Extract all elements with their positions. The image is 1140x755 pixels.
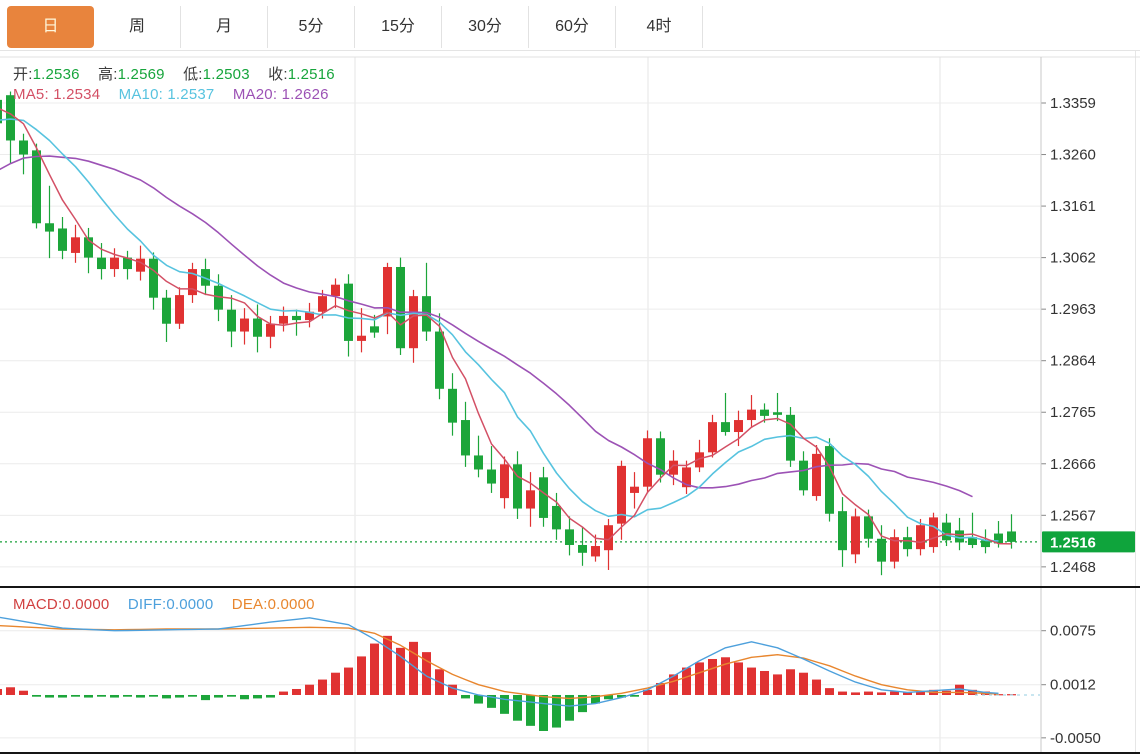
price-tick-label: 1.3359 (1050, 95, 1096, 112)
tab-60min[interactable]: 60分 (529, 6, 616, 48)
high-value: 1.2569 (117, 66, 165, 83)
macd-tick-label: 0.0012 (1050, 677, 1096, 694)
macd-info-bar: MACD:0.0000 DIFF:0.0000 DEA:0.0000 (13, 596, 329, 613)
price-tick-label: 1.2963 (1050, 301, 1096, 318)
ma-info-bar: MA5: 1.2534 MA10: 1.2537 MA20: 1.2626 (13, 86, 343, 103)
macd-tick-label: -0.0050 (1050, 730, 1101, 747)
tab-30min[interactable]: 30分 (442, 6, 529, 48)
ohlc-info-bar: 开:1.2536 高:1.2569 低:1.2503 收:1.2516 (13, 63, 349, 84)
diff-label: DIFF: (127, 596, 167, 613)
timeframe-tab-bar: 日周月 5分 15分 30分 60分 4时 (0, 0, 1140, 51)
macd-tick-label: 0.0075 (1050, 623, 1096, 640)
tab-15min[interactable]: 15分 (355, 6, 442, 48)
diff-value: 0.0000 (166, 596, 214, 613)
current-price-badge (1042, 531, 1135, 553)
price-tick-label: 1.2864 (1050, 353, 1096, 370)
price-tick-label: 1.3260 (1050, 147, 1096, 164)
ma20-value: 1.2626 (281, 86, 329, 103)
price-tick-label: 1.3062 (1050, 250, 1096, 267)
tab-day[interactable]: 日 (7, 6, 94, 48)
ma5-label: MA5: (13, 86, 49, 103)
ma20-label: MA20: (232, 86, 278, 103)
dea-value: 0.0000 (267, 596, 315, 613)
tab-5min[interactable]: 5分 (268, 6, 355, 48)
price-tick-label: 1.3161 (1050, 198, 1096, 215)
price-tick-label: 1.2468 (1050, 559, 1096, 576)
price-tick-label: 1.2666 (1050, 456, 1096, 473)
macd-label: MACD: (13, 596, 63, 613)
current-price-badge-value: 1.2516 (1050, 534, 1096, 551)
open-value: 1.2536 (32, 66, 80, 83)
high-label: 高: (98, 66, 118, 83)
main-chart-area[interactable] (0, 57, 1040, 587)
price-tick-label: 1.2765 (1050, 404, 1096, 421)
open-label: 开: (13, 66, 33, 83)
low-label: 低: (183, 66, 203, 83)
dea-label: DEA: (231, 596, 268, 613)
close-label: 收: (268, 66, 288, 83)
ma10-label: MA10: (118, 86, 164, 103)
close-value: 1.2516 (287, 66, 335, 83)
tab-month[interactable]: 月 (181, 6, 268, 48)
ma10-value: 1.2537 (167, 86, 215, 103)
ma5-value: 1.2534 (53, 86, 101, 103)
panel-right-border (1135, 0, 1136, 753)
price-tick-label: 1.2567 (1050, 507, 1096, 524)
tab-week[interactable]: 周 (94, 6, 181, 48)
macd-value: 0.0000 (62, 596, 110, 613)
low-value: 1.2503 (202, 66, 250, 83)
tab-4hour[interactable]: 4时 (616, 6, 703, 48)
